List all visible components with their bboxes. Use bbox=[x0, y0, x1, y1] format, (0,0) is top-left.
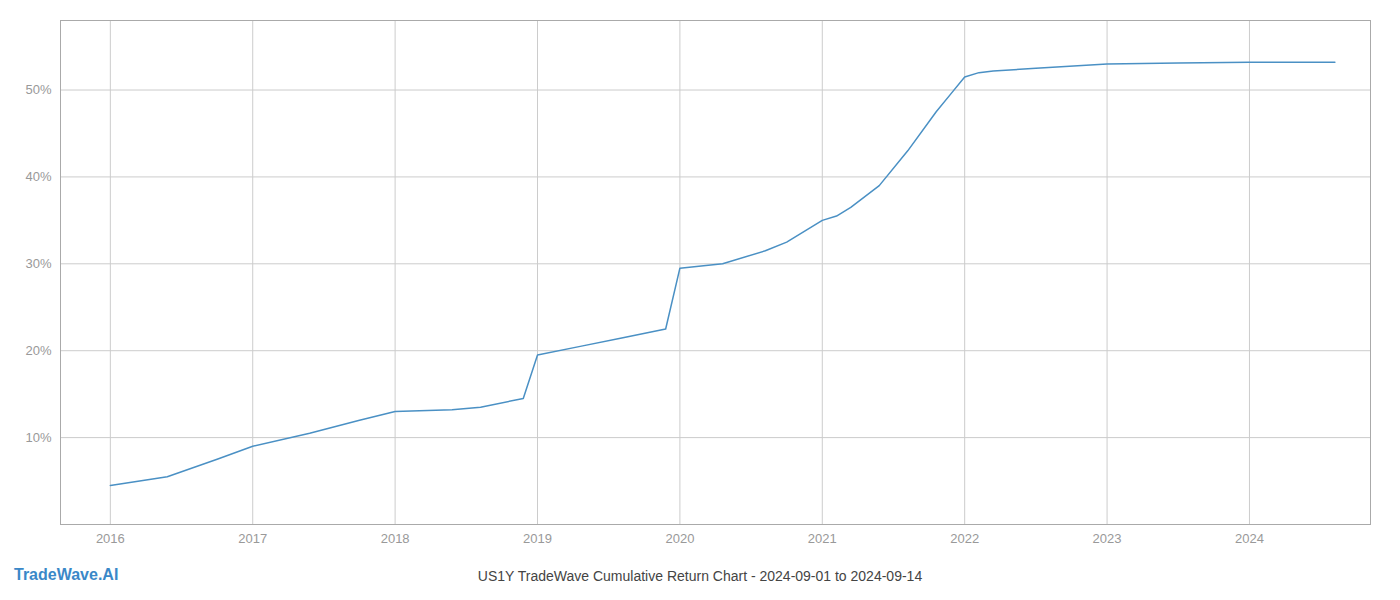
svg-text:2020: 2020 bbox=[665, 531, 694, 546]
svg-text:2022: 2022 bbox=[950, 531, 979, 546]
svg-text:2021: 2021 bbox=[808, 531, 837, 546]
html-text:US1Y TradeWave Cumulative Retu: US1Y TradeWave Cumulative Return Chart -… bbox=[477, 568, 923, 584]
svg-text:10%: 10% bbox=[25, 430, 51, 445]
svg-text:20%: 20% bbox=[25, 343, 51, 358]
svg-text:40%: 40% bbox=[25, 169, 51, 184]
svg-text:2023: 2023 bbox=[1093, 531, 1122, 546]
svg-text:2016: 2016 bbox=[96, 531, 125, 546]
svg-text:50%: 50% bbox=[25, 82, 51, 97]
svg-text:2024: 2024 bbox=[1235, 531, 1264, 546]
svg-text:2019: 2019 bbox=[523, 531, 552, 546]
html-text:TradeWave.AI: TradeWave.AI bbox=[14, 566, 119, 583]
svg-text:2017: 2017 bbox=[238, 531, 267, 546]
svg-text:2018: 2018 bbox=[381, 531, 410, 546]
svg-text:30%: 30% bbox=[25, 256, 51, 271]
